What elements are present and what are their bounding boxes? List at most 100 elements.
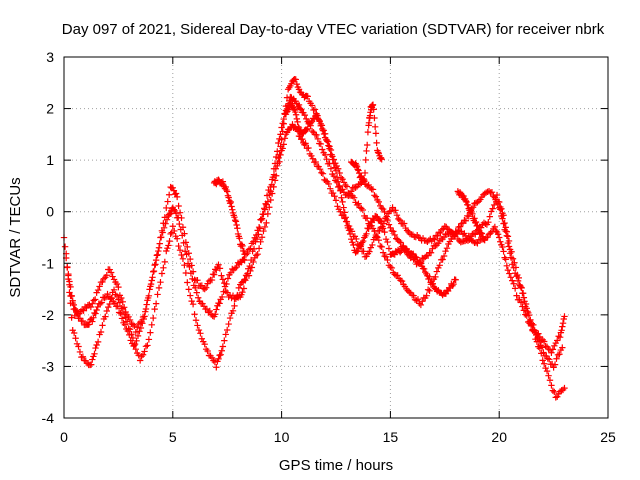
data-point-marker [281,135,289,142]
data-point-marker [114,303,121,310]
data-point-marker [308,102,316,109]
data-point-marker [360,248,367,255]
data-point-marker [480,236,488,243]
data-point-marker [319,170,327,177]
data-point-marker [452,276,459,283]
data-point-marker [173,235,181,242]
data-point-marker [144,342,151,349]
data-point-marker [231,302,238,310]
data-point-marker [221,337,228,344]
data-point-marker [551,388,558,396]
data-point-marker [258,215,266,222]
data-point-marker [511,285,519,292]
data-point-marker [321,151,329,159]
data-point-marker [235,284,243,292]
data-point-marker [117,310,124,317]
data-point-marker [478,230,485,237]
data-point-marker [378,243,385,251]
data-point-marker [316,165,324,173]
data-point-marker [372,193,380,200]
data-point-marker [260,227,267,235]
data-point-marker [93,306,100,314]
data-point-marker [559,344,566,351]
data-point-marker [546,377,554,384]
data-point-marker [400,220,408,227]
series-track-a [60,93,568,356]
data-point-marker [561,313,568,320]
data-point-marker [424,252,432,259]
data-point-marker [337,208,344,215]
data-point-marker [175,242,182,250]
data-point-marker [558,327,565,334]
data-point-marker [67,283,74,291]
data-point-marker [500,248,507,255]
data-point-marker [420,255,427,262]
data-point-marker [469,204,477,211]
data-point-marker [387,224,394,232]
data-point-marker [242,277,249,284]
data-point-marker [561,384,568,392]
data-point-marker [164,198,171,205]
data-point-marker [355,200,362,207]
data-point-marker [345,227,353,234]
data-point-marker [331,164,339,171]
data-point-marker [212,311,219,318]
data-point-marker [194,276,201,284]
data-point-marker [477,229,484,236]
data-point-marker [342,181,349,189]
data-point-marker [363,147,370,155]
data-point-marker [165,242,172,249]
data-point-marker [68,292,75,299]
data-point-marker [325,142,332,149]
data-point-marker [337,187,344,194]
data-point-marker [494,231,502,238]
data-point-marker [90,314,97,321]
data-point-marker [233,221,240,229]
data-point-marker [202,284,210,291]
data-point-marker [128,331,135,338]
data-point-marker [396,249,404,256]
data-point-marker [378,218,385,225]
data-point-marker [192,317,200,324]
data-point-marker [138,353,145,360]
data-point-marker [238,241,245,248]
data-point-marker [496,198,503,206]
data-point-marker [215,355,222,363]
data-point-marker [262,200,269,207]
data-point-marker [326,185,334,192]
data-point-marker [88,361,95,368]
data-point-marker [83,304,90,312]
data-point-marker [189,301,197,308]
data-point-marker [154,251,161,258]
y-tick-label: -4 [42,410,55,426]
data-point-marker [527,316,534,324]
data-point-marker [492,227,500,235]
data-point-marker [90,297,97,304]
data-point-marker [89,300,96,307]
plot-frame [63,56,609,419]
data-point-marker [250,245,258,253]
data-point-marker [131,342,138,349]
data-point-marker [338,194,345,201]
data-point-marker [491,223,499,231]
data-point-marker [371,234,379,241]
data-point-marker [229,307,237,315]
data-point-marker [261,223,269,231]
data-point-marker [333,173,341,181]
data-point-marker [390,228,397,235]
data-point-marker [231,214,238,221]
x-axis-label: GPS time / hours [279,457,393,474]
data-point-marker [545,372,552,379]
data-point-marker [403,227,411,234]
data-point-marker [125,313,132,320]
x-tick-label: 10 [274,429,290,445]
data-point-marker [142,343,150,350]
data-point-marker [185,286,192,293]
data-point-marker [181,230,188,237]
data-point-marker [219,178,227,185]
data-point-marker [195,326,203,334]
data-point-marker [170,206,178,213]
data-point-marker [369,186,377,193]
data-point-marker [155,284,163,292]
data-point-marker [276,158,283,166]
